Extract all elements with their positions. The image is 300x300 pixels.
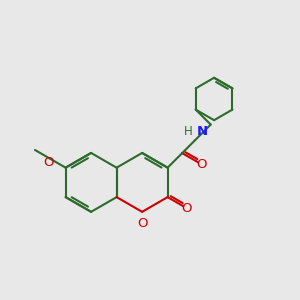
Text: N: N: [196, 125, 208, 138]
Text: O: O: [137, 217, 147, 230]
Text: H: H: [184, 125, 193, 138]
Text: O: O: [196, 158, 207, 171]
Text: O: O: [43, 156, 54, 169]
Text: O: O: [182, 202, 192, 215]
